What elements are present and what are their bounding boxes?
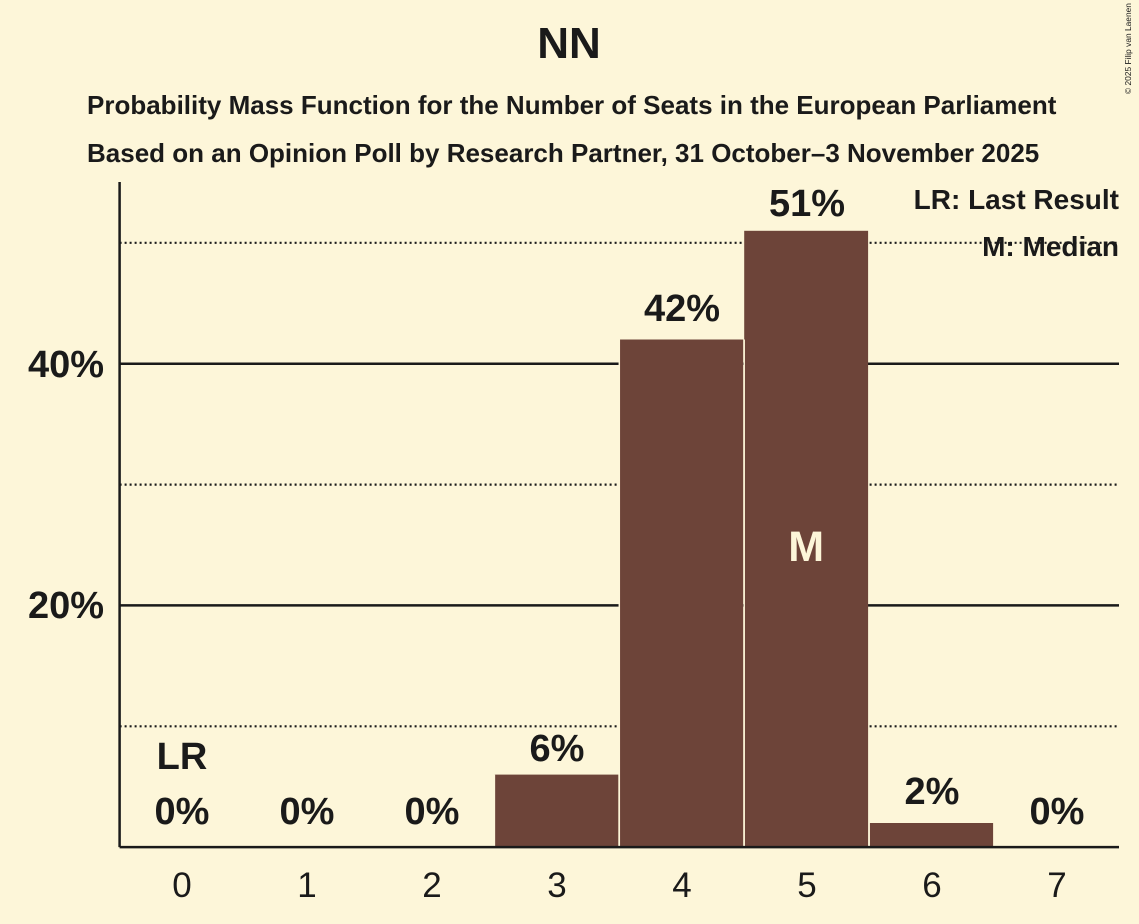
svg-text:1: 1: [297, 866, 316, 905]
svg-text:0: 0: [172, 866, 191, 905]
svg-text:© 2025 Filip van Laenen: © 2025 Filip van Laenen: [1123, 3, 1133, 94]
svg-text:Probability Mass Function for: Probability Mass Function for the Number…: [87, 90, 1057, 120]
svg-text:7: 7: [1047, 866, 1066, 905]
svg-text:3: 3: [547, 866, 566, 905]
svg-text:LR: Last Result: LR: Last Result: [914, 184, 1119, 215]
svg-text:0%: 0%: [280, 791, 335, 833]
svg-text:6%: 6%: [530, 728, 585, 770]
svg-text:NN: NN: [537, 19, 601, 68]
svg-text:40%: 40%: [28, 344, 104, 386]
svg-text:20%: 20%: [28, 585, 104, 627]
svg-text:0%: 0%: [405, 791, 460, 833]
svg-text:M: M: [788, 523, 824, 571]
svg-text:M: Median: M: Median: [982, 231, 1119, 262]
svg-text:0%: 0%: [1030, 791, 1085, 833]
svg-text:6: 6: [922, 866, 941, 905]
svg-text:4: 4: [672, 866, 691, 905]
svg-text:0%: 0%: [155, 791, 210, 833]
svg-text:2: 2: [422, 866, 441, 905]
svg-text:LR: LR: [157, 736, 208, 778]
svg-text:Based on an Opinion Poll by Re: Based on an Opinion Poll by Research Par…: [87, 138, 1039, 168]
svg-text:42%: 42%: [644, 288, 720, 330]
svg-text:2%: 2%: [905, 771, 960, 813]
svg-text:51%: 51%: [769, 183, 845, 225]
svg-text:5: 5: [797, 866, 816, 905]
